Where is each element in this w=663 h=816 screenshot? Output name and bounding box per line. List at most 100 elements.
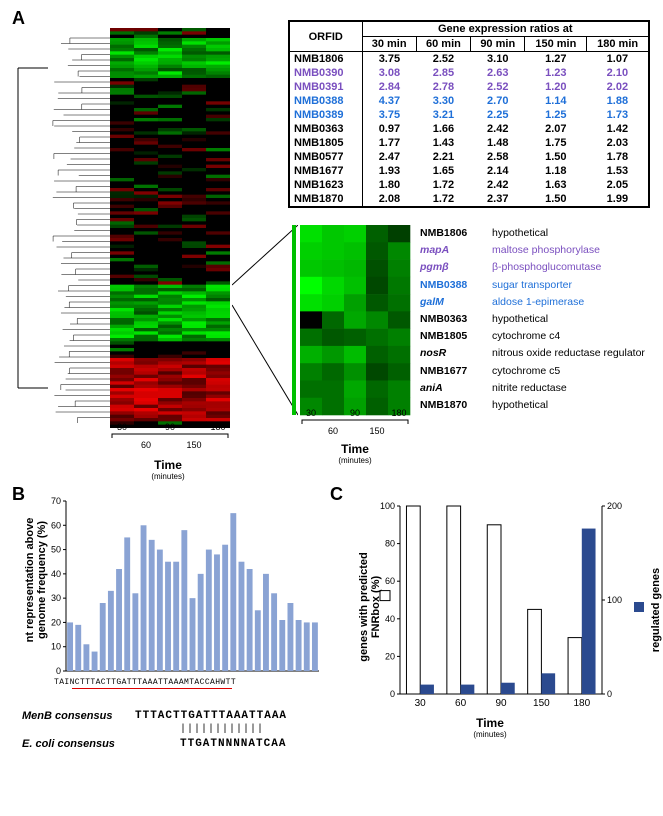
dendrogram-main [12,28,110,428]
svg-text:60: 60 [51,520,61,530]
svg-text:100: 100 [380,501,395,511]
value-cell: 1.93 [362,164,416,178]
value-cell: 1.48 [471,136,525,150]
value-cell: 3.75 [362,108,416,122]
gene-name: NMB1870 [420,397,492,414]
svg-text:30: 30 [51,593,61,603]
value-cell: 1.43 [416,136,470,150]
orfid-cell: NMB1870 [290,192,362,206]
value-cell: 1.53 [587,164,648,178]
value-cell: 2.03 [587,136,648,150]
value-cell: 1.72 [416,178,470,192]
table-row: NMB16771.931.652.141.181.53 [290,164,648,178]
table-row: NMB18702.081.722.371.501.99 [290,192,648,206]
value-cell: 0.97 [362,122,416,136]
heatmap-detail [300,225,410,415]
value-cell: 2.84 [362,80,416,94]
table-row: NMB18063.752.523.101.271.07 [290,52,648,67]
gene-row: aniAnitrite reductase [420,380,660,397]
value-cell: 2.21 [416,150,470,164]
value-cell: 1.78 [587,150,648,164]
gene-desc: hypothetical [492,311,660,328]
svg-text:0: 0 [56,666,61,675]
heatmap-detail-time-label: Time(minutes) [320,442,390,465]
table-row: NMB03893.753.212.251.251.73 [290,108,648,122]
gene-name: mapA [420,242,492,259]
gene-name: pgmβ [420,259,492,276]
value-cell: 1.65 [416,164,470,178]
value-cell: 2.63 [471,66,525,80]
legend-blue-square [634,602,644,612]
value-cell: 4.37 [362,94,416,108]
value-cell: 2.42 [471,122,525,136]
th-orfid: ORFID [290,22,362,52]
value-cell: 2.37 [471,192,525,206]
svg-text:0: 0 [607,689,612,699]
svg-text:30: 30 [306,408,316,418]
th-timepoint: 150 min [525,37,587,52]
value-cell: 1.25 [525,108,587,122]
svg-text:10: 10 [51,642,61,652]
value-cell: 3.10 [471,52,525,67]
svg-text:30: 30 [415,698,427,709]
orfid-cell: NMB1806 [290,52,362,67]
table-row: NMB03884.373.302.701.141.88 [290,94,648,108]
gene-desc: hypothetical [492,397,660,414]
value-cell: 1.23 [525,66,587,80]
chart-c: 0204060801000100200306090150180 [366,500,636,720]
expression-table: ORFID Gene expression ratios at 30 min60… [288,20,650,208]
value-cell: 1.63 [525,178,587,192]
value-cell: 1.07 [587,52,648,67]
table-row: NMB18051.771.431.481.752.03 [290,136,648,150]
orfid-cell: NMB1623 [290,178,362,192]
panel-c-label: C [330,484,343,505]
th-timepoint: 180 min [587,37,648,52]
gene-row: NMB1806hypothetical [420,225,660,242]
value-cell: 3.08 [362,66,416,80]
value-cell: 2.58 [471,150,525,164]
gene-name: NMB1677 [420,363,492,380]
zoom-connector [232,225,298,417]
value-cell: 1.20 [525,80,587,94]
value-cell: 1.42 [587,122,648,136]
value-cell: 2.42 [471,178,525,192]
gene-desc: cytochrome c4 [492,328,660,345]
svg-text:0: 0 [390,689,395,699]
svg-text:60: 60 [385,576,395,586]
value-cell: 1.50 [525,150,587,164]
svg-text:180: 180 [210,422,225,432]
value-cell: 1.72 [416,192,470,206]
value-cell: 2.47 [362,150,416,164]
gene-desc: cytochrome c5 [492,363,660,380]
orfid-cell: NMB0390 [290,66,362,80]
value-cell: 2.78 [416,80,470,94]
table-row: NMB03630.971.662.422.071.42 [290,122,648,136]
chart-b: 010203040506070 [38,495,323,675]
value-cell: 2.70 [471,94,525,108]
svg-text:180: 180 [573,698,590,709]
svg-text:80: 80 [385,539,395,549]
th-timepoint: 90 min [471,37,525,52]
gene-row: NMB0363hypothetical [420,311,660,328]
value-cell: 1.73 [587,108,648,122]
value-cell: 2.52 [416,52,470,67]
value-cell: 2.02 [587,80,648,94]
gene-row: NMB1805cytochrome c4 [420,328,660,345]
gene-row: NMB1870hypothetical [420,397,660,414]
value-cell: 1.77 [362,136,416,150]
th-timepoint: 60 min [416,37,470,52]
gene-name: NMB1805 [420,328,492,345]
value-cell: 2.14 [471,164,525,178]
value-cell: 1.27 [525,52,587,67]
gene-desc: aldose 1-epimerase [492,294,660,311]
svg-text:20: 20 [385,651,395,661]
gene-name: NMB1806 [420,225,492,242]
value-cell: 3.30 [416,94,470,108]
orfid-cell: NMB0391 [290,80,362,94]
value-cell: 1.14 [525,94,587,108]
gene-name: galM [420,294,492,311]
value-cell: 2.10 [587,66,648,80]
gene-row: galMaldose 1-epimerase [420,294,660,311]
orfid-cell: NMB0388 [290,94,362,108]
orfid-cell: NMB1677 [290,164,362,178]
